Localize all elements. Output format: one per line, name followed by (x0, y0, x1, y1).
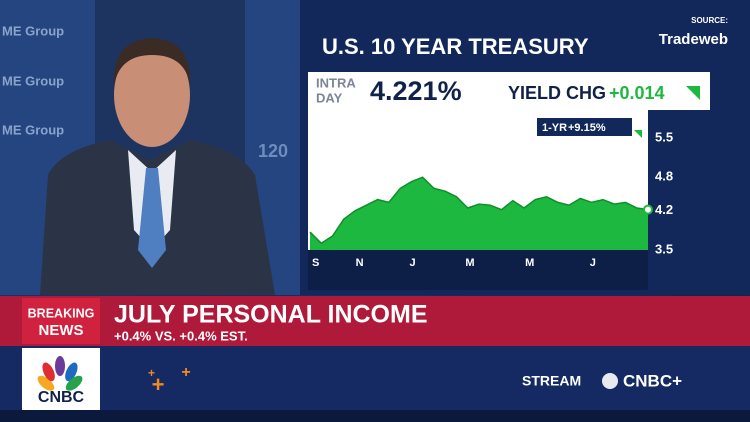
decoration: + (148, 366, 155, 380)
period-box (537, 118, 632, 136)
x-tick-label: M (465, 257, 474, 269)
wall-text: ME Group (2, 122, 64, 137)
y-tick-label: 4.8 (655, 169, 673, 184)
plot: 3.5 4.2 4.8 5.5 S N J M M J (309, 129, 673, 269)
subhead: +0.4% VS. +0.4% EST. (114, 328, 248, 343)
x-tick-label: M (525, 257, 534, 269)
price: 4.221% (370, 76, 462, 106)
badge (22, 298, 100, 344)
intraday-label: INTRA (316, 75, 356, 90)
intraday-label: DAY (316, 90, 343, 105)
peacock (37, 356, 83, 391)
bottom-edge (0, 410, 750, 422)
wall-text: ME Group (2, 73, 64, 88)
y-tick-label: 4.2 (655, 202, 673, 217)
wall-text: 120 (258, 141, 288, 161)
last-point (643, 204, 653, 215)
period-change: +9.15% (568, 122, 606, 134)
decoration: + (181, 364, 190, 381)
change-label: YIELD CHG (508, 83, 606, 103)
source-label: SOURCE: (691, 16, 728, 25)
quote-strip (308, 72, 710, 110)
decoration: + (152, 372, 165, 397)
ticker-bar (0, 296, 750, 346)
stream-label: STREAM (522, 373, 581, 389)
badge-text: NEWS (39, 322, 84, 339)
x-tick-label: S (312, 257, 319, 269)
headline: JULY PERSONAL INCOME (114, 301, 428, 329)
tie (138, 168, 166, 268)
y-tick-label: 5.5 (655, 129, 673, 144)
x-tick-label: N (356, 257, 364, 269)
face (114, 43, 190, 147)
footer-bar (0, 346, 750, 410)
stream-peacock (602, 373, 618, 389)
change: +0.014 (609, 83, 665, 103)
chart-title: U.S. 10 YEAR TREASURY (322, 34, 589, 59)
source-name: Tradeweb (659, 31, 728, 48)
stream-brand: CNBC+ (623, 371, 682, 390)
period-arrow (634, 130, 642, 138)
line (309, 176, 649, 245)
wall-text: ME Group (2, 23, 64, 38)
y-tick-label: 3.5 (655, 241, 673, 256)
logo-text: CNBC (38, 389, 85, 406)
hair (113, 38, 191, 85)
x-axis-strip (308, 250, 648, 290)
badge-text: BREAKING (28, 306, 95, 320)
x-tick-label: J (409, 257, 415, 269)
change-arrow (686, 86, 700, 100)
x-tick-label: J (590, 257, 596, 269)
period-label: 1-YR (542, 122, 567, 134)
